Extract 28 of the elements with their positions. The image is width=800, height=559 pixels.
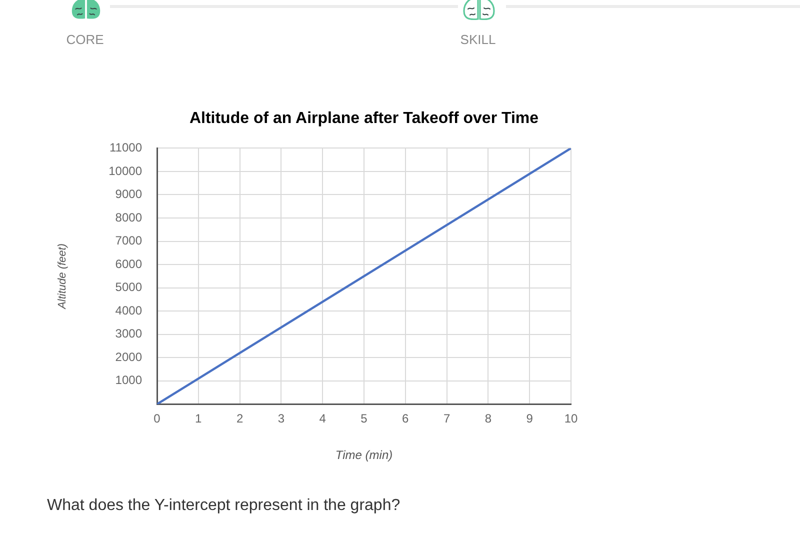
y-tick-label: 8000 [115, 210, 142, 224]
y-tick-label: 5000 [115, 280, 142, 294]
y-axis-title: Altitude (feet) [56, 243, 69, 310]
x-tick-label: 7 [443, 412, 450, 426]
x-tick-label: 2 [236, 412, 244, 426]
x-tick-label: 8 [484, 412, 492, 426]
x-tick-label: 3 [278, 412, 285, 426]
x-tick-label: 0 [154, 412, 161, 426]
y-tick-label: 6000 [115, 256, 142, 271]
x-tick-label: 5 [360, 412, 368, 426]
y-tick-label: 9000 [115, 187, 142, 202]
x-axis-title: Time (min) [335, 448, 393, 462]
chart-title: Altitude of an Airplane after Takeoff over Time [189, 110, 539, 128]
x-tick-label: 1 [195, 412, 202, 426]
y-tick-label: 7000 [115, 234, 142, 248]
text: CORE [65, 32, 105, 47]
y-tick-label: 10000 [108, 164, 142, 178]
y-tick-label: 2000 [115, 350, 142, 364]
x-tick-label: 9 [526, 412, 534, 426]
y-tick-label: 4000 [115, 303, 142, 318]
y-tick-label: 3000 [115, 326, 142, 341]
x-tick-label: 4 [319, 412, 326, 426]
x-tick-label: 6 [402, 412, 410, 426]
text: SKILL [459, 32, 497, 47]
x-tick-label: 10 [564, 412, 578, 426]
text: What does the Y-intercept represent in the graph? [47, 497, 402, 515]
y-tick-label: 11000 [110, 140, 142, 155]
y-tick-label: 1000 [115, 373, 142, 388]
